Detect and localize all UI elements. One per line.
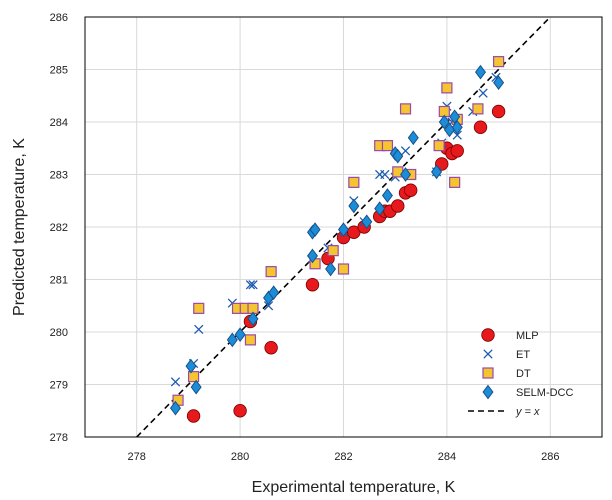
selm-dcc-point — [449, 109, 461, 125]
selm-dcc-point — [325, 261, 337, 277]
selm-dcc-point — [361, 214, 373, 230]
y-tick-label: 286 — [50, 12, 68, 24]
mlp-point — [305, 278, 320, 292]
plot-frame — [84, 16, 603, 438]
dt-point — [472, 103, 484, 115]
legend-marker-selm-dcc — [482, 384, 494, 400]
selm-dcc-point — [348, 198, 360, 214]
mlp-point — [264, 341, 278, 355]
mlp-point — [233, 404, 247, 418]
legend: MLP ET DT SELM-DCC y = x — [468, 328, 574, 418]
selm-dcc-point — [190, 379, 202, 395]
dt-point — [399, 103, 412, 115]
et-point — [380, 169, 390, 180]
x-tick-label: 284 — [438, 451, 456, 463]
legend-marker-et — [483, 349, 493, 359]
dt-point — [327, 245, 339, 257]
y-tick-label: 278 — [50, 432, 68, 444]
dt-point — [265, 266, 277, 278]
et-point — [245, 280, 256, 290]
dt-point — [441, 82, 453, 94]
et-point — [170, 377, 181, 387]
selm-dcc-point — [185, 358, 197, 374]
legend-label: ET — [516, 349, 530, 361]
dt-point — [449, 176, 461, 188]
mlp-point — [186, 409, 201, 423]
selm-dcc-point — [247, 311, 259, 327]
dt-point — [193, 302, 205, 314]
selm-dcc-point — [431, 164, 443, 180]
legend-marker-dt — [482, 367, 494, 379]
y-tick-label: 280 — [50, 327, 68, 339]
x-tick-label: 282 — [334, 451, 352, 463]
x-axis-label: Experimental temperature, K — [252, 479, 456, 496]
y-tick-label: 283 — [50, 170, 68, 182]
selm-dcc-point — [475, 64, 487, 80]
y-axis-label: Predicted temperature, K — [11, 138, 28, 316]
selm-dcc-point — [234, 327, 246, 342]
y-tick-label: 279 — [50, 380, 68, 392]
et-point — [452, 130, 462, 140]
legend-label: MLP — [516, 330, 539, 342]
selm-dcc-point — [268, 285, 280, 300]
dt-point — [244, 334, 257, 346]
selm-dcc-point — [438, 114, 450, 130]
dt-point — [187, 371, 200, 383]
series-selm-dcc — [169, 64, 505, 416]
y-tick-label: 284 — [50, 117, 68, 129]
legend-label: SELM-DCC — [516, 387, 574, 399]
dt-point — [493, 56, 505, 68]
selm-dcc-point — [451, 119, 463, 135]
x-tick-label: 278 — [128, 451, 146, 463]
tick-labels: 278 280 282 284 286 278 279 280 281 282 283 284 285 2… — [50, 12, 560, 463]
et-point — [248, 280, 258, 290]
x-tick-label: 286 — [541, 451, 559, 463]
y-tick-label: 285 — [50, 65, 68, 77]
selm-dcc-point — [226, 332, 238, 348]
et-point — [478, 88, 488, 98]
et-point — [263, 301, 274, 311]
selm-dcc-point — [493, 75, 505, 90]
dt-point — [348, 176, 360, 188]
et-point — [194, 324, 204, 335]
series-et — [170, 72, 501, 387]
dt-point — [381, 140, 394, 152]
legend-marker-mlp — [481, 328, 495, 342]
dt-point — [433, 140, 445, 152]
mlp-point — [491, 104, 506, 119]
selm-dcc-point — [400, 167, 412, 182]
selm-dcc-point — [338, 222, 349, 237]
x-tick-label: 280 — [231, 451, 249, 463]
series-dt — [172, 56, 505, 406]
dt-point — [337, 263, 350, 275]
mlp-point — [450, 144, 464, 158]
selm-dcc-point — [306, 248, 318, 264]
selm-dcc-point — [407, 130, 419, 146]
mlp-point — [391, 199, 405, 213]
mlp-point — [435, 157, 449, 171]
selm-dcc-point — [374, 201, 386, 216]
selm-dcc-point — [381, 188, 393, 203]
selm-dcc-point — [392, 148, 404, 164]
mlp-point — [473, 120, 488, 134]
selm-dcc-point — [169, 400, 181, 416]
selm-dcc-point — [309, 222, 321, 237]
legend-label: DT — [516, 368, 531, 380]
y-tick-label: 281 — [50, 275, 68, 287]
mlp-point — [404, 183, 418, 197]
y-tick-label: 282 — [50, 222, 68, 234]
et-point — [400, 146, 411, 156]
data-points — [169, 56, 506, 423]
legend-label: y = x — [515, 406, 540, 418]
